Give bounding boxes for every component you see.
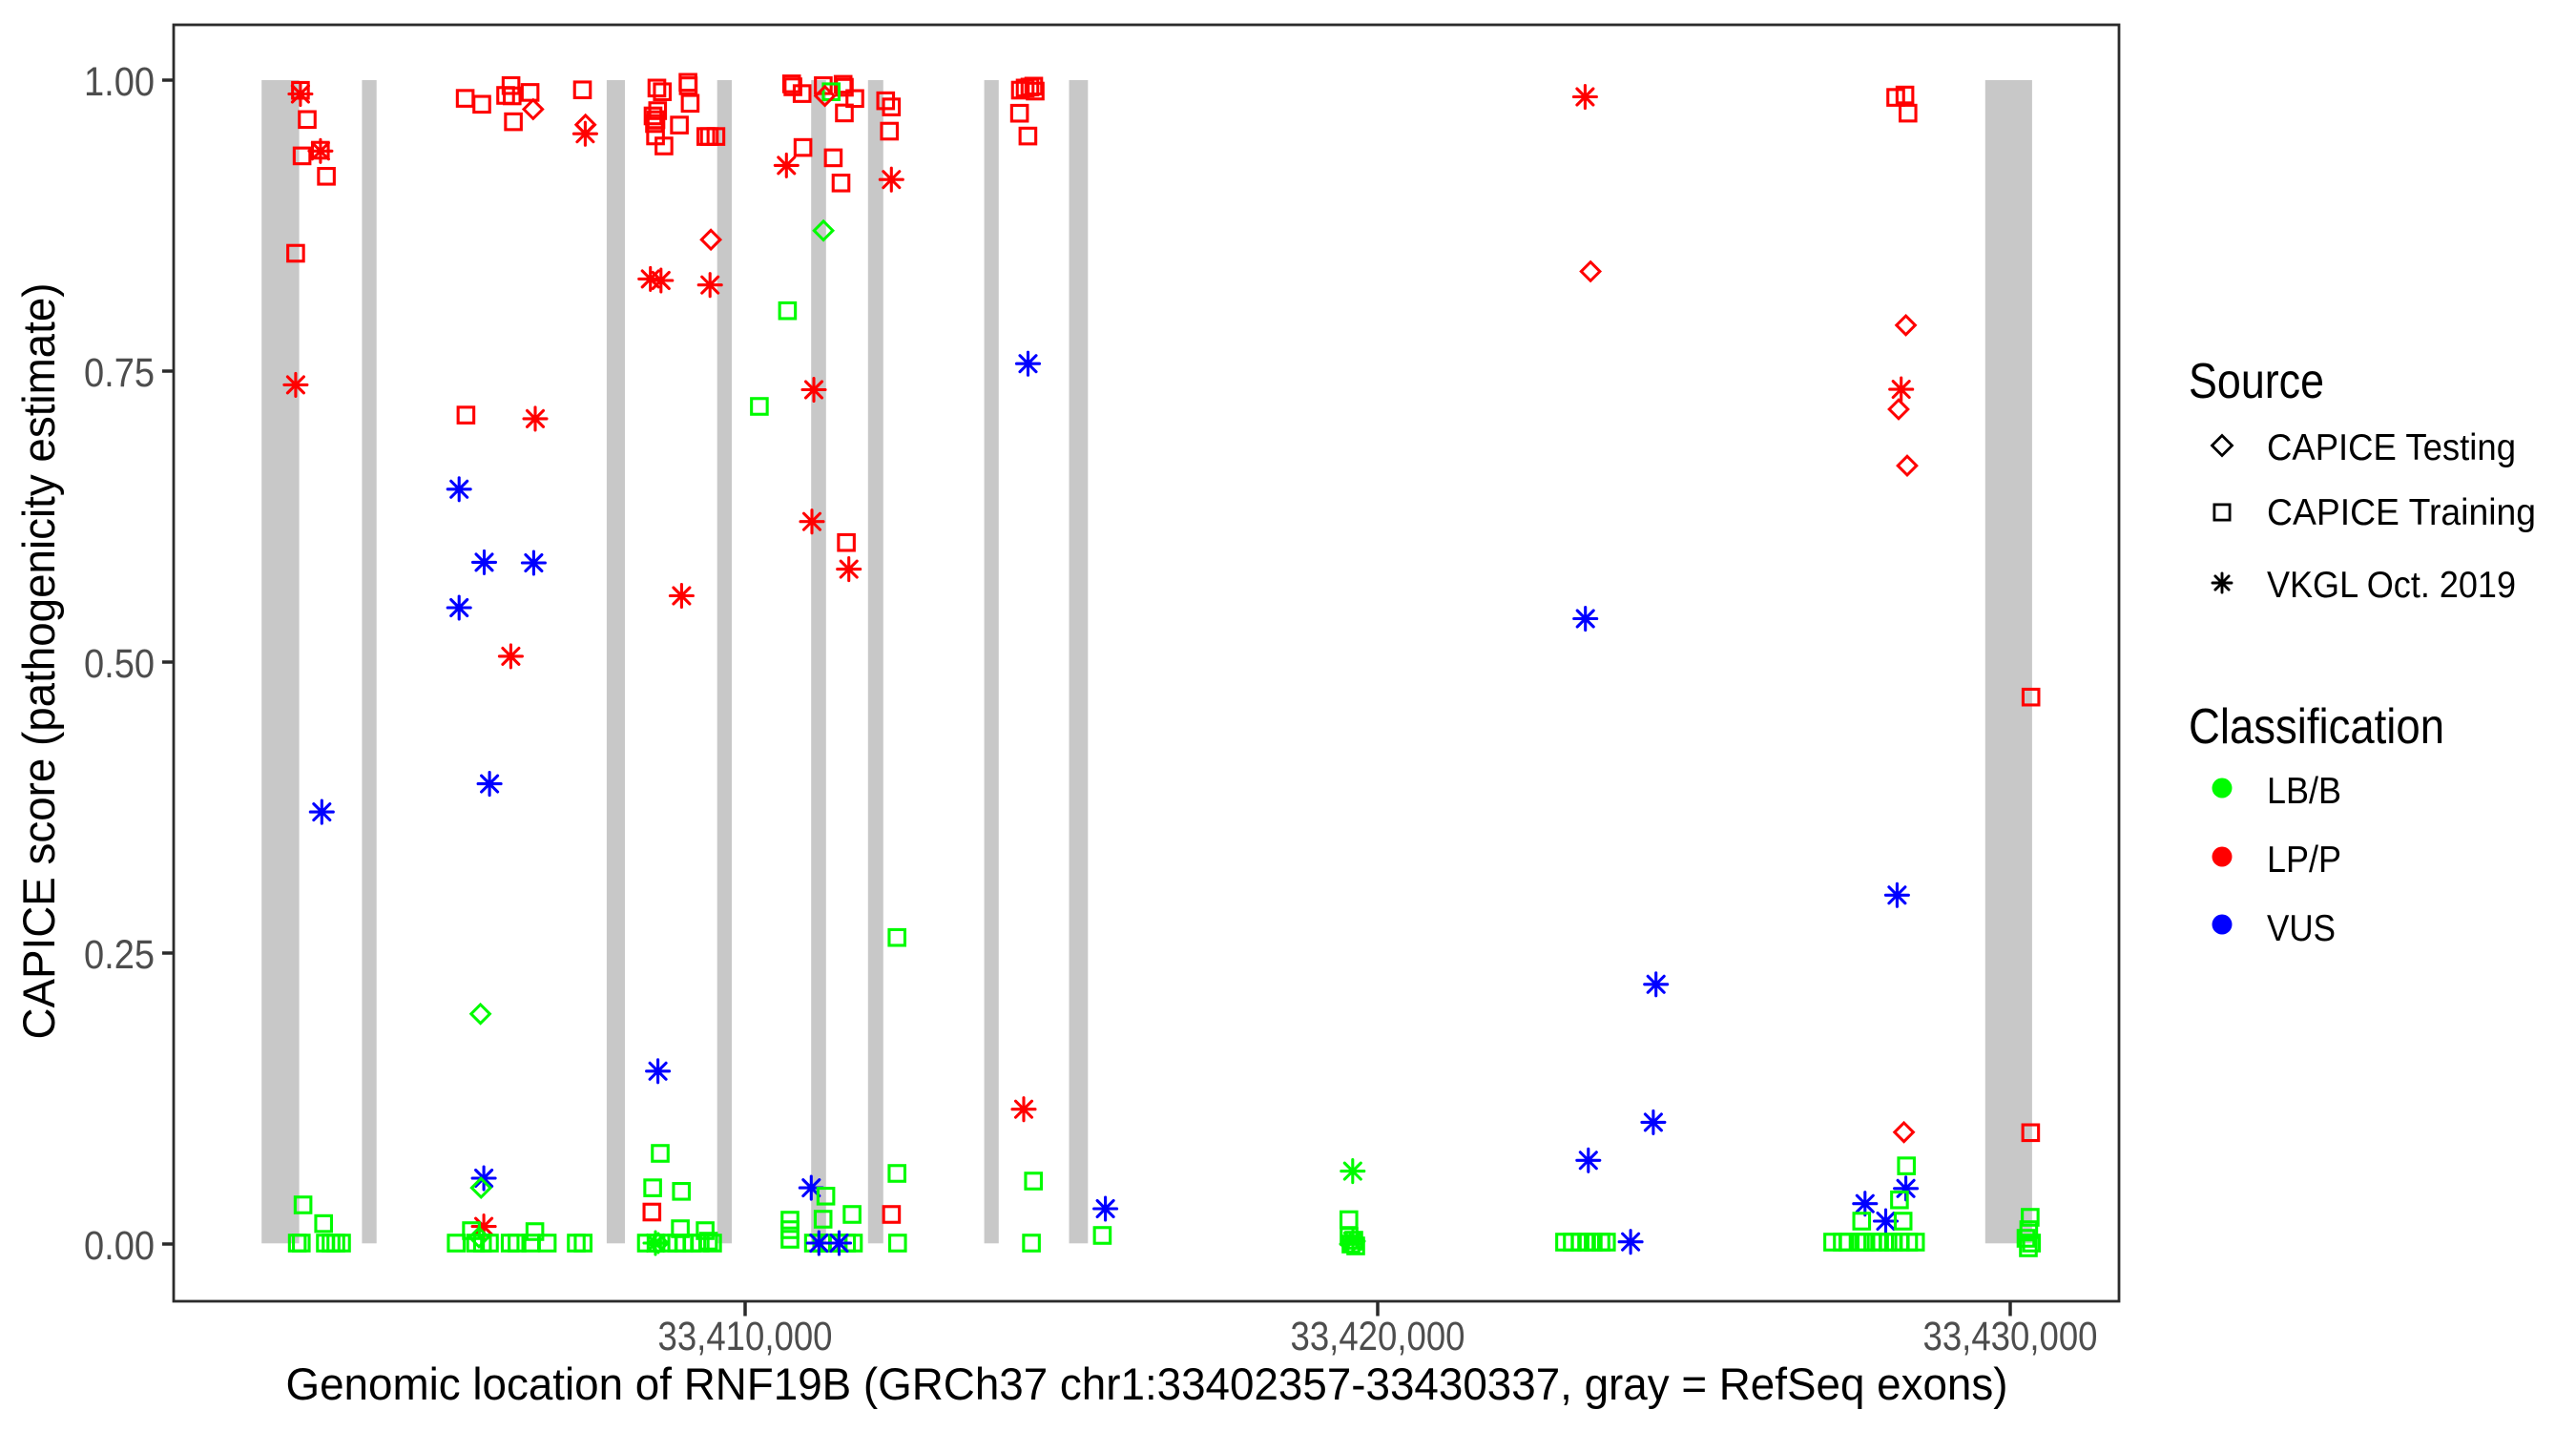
svg-text:33,410,000: 33,410,000 [658,1314,833,1359]
svg-text:0.50: 0.50 [84,641,155,687]
svg-text:1.00: 1.00 [84,59,155,105]
svg-text:Genomic location of RNF19B (GR: Genomic location of RNF19B (GRCh37 chr1:… [286,1359,2008,1410]
svg-text:0.25: 0.25 [84,932,155,978]
svg-text:VKGL Oct. 2019: VKGL Oct. 2019 [2267,565,2516,606]
svg-text:33,420,000: 33,420,000 [1291,1314,1465,1359]
svg-text:Classification: Classification [2189,699,2444,755]
svg-text:33,430,000: 33,430,000 [1923,1314,2098,1359]
svg-text:0.75: 0.75 [84,350,155,396]
svg-text:VUS: VUS [2267,908,2336,949]
svg-text:LB/B: LB/B [2267,771,2341,812]
svg-text:CAPICE score (pathogenicity es: CAPICE score (pathogenicity estimate) [14,283,65,1040]
svg-text:CAPICE Training: CAPICE Training [2267,492,2536,533]
svg-text:CAPICE Testing: CAPICE Testing [2267,427,2516,468]
svg-text:LP/P: LP/P [2267,840,2341,881]
svg-text:0.00: 0.00 [84,1223,155,1269]
svg-text:Source: Source [2189,354,2324,409]
